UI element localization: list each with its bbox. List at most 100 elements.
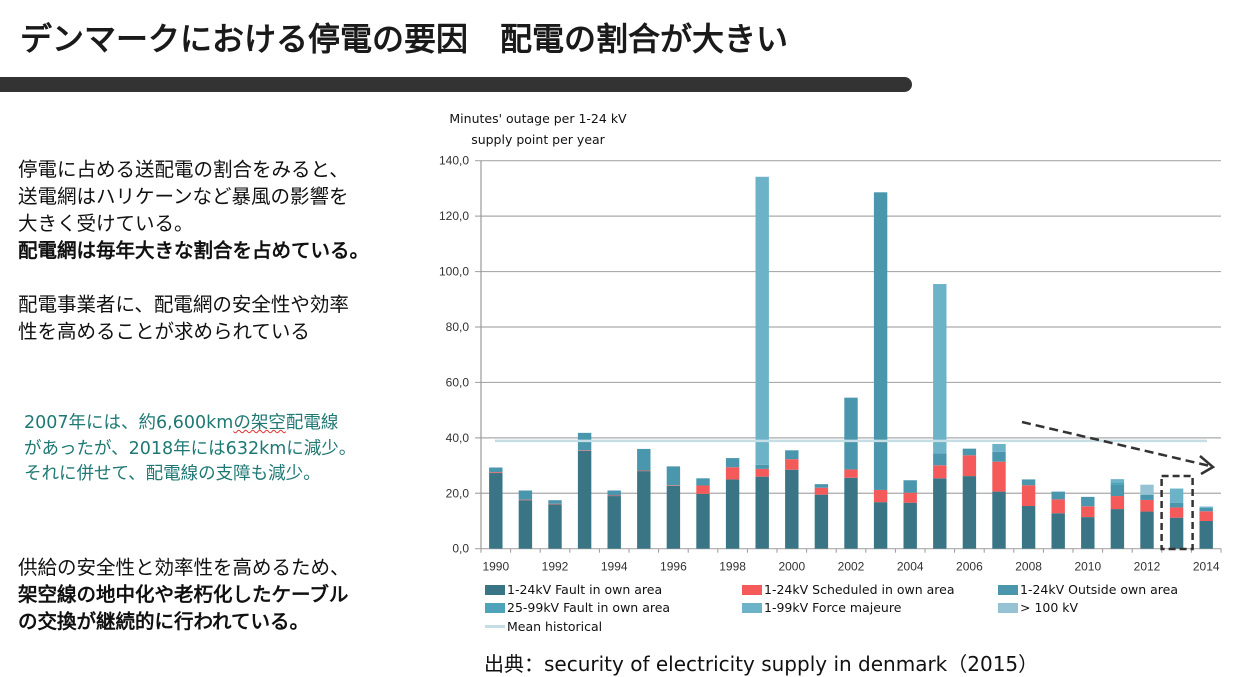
legend-swatch (485, 602, 505, 613)
text-line: 供給の安全性と効率性を高めるため、 (18, 556, 350, 579)
text-line: 送電網はハリケーンなど暴風の影響を (18, 185, 349, 208)
bar-segment (1051, 499, 1065, 514)
bar-segment (637, 448, 651, 471)
bar-segment (637, 470, 651, 472)
y-tick-label: 20,0 (446, 486, 470, 500)
legend-label: 1-24kV Scheduled in own area (764, 582, 955, 597)
bar-segment (755, 468, 769, 477)
bar-segment (666, 485, 681, 486)
bar-segment (637, 471, 651, 549)
legend-swatch (998, 584, 1018, 595)
bar-segment (844, 469, 858, 478)
y-tick-label: 60,0 (446, 375, 470, 389)
legend-line-swatch (485, 625, 505, 628)
bar-segment (962, 448, 977, 456)
legend-swatch (998, 602, 1018, 613)
bar-segment (1021, 506, 1036, 549)
bar-segment (666, 485, 681, 549)
text-line: それに併せて、配電線の支障も減少。 (24, 464, 321, 484)
bar-segment (666, 466, 681, 486)
text-line: 配電事業者に、配電網の安全性や効率 (18, 293, 349, 316)
outage-chart: 0,0 20,0 40,0 60,0 80,0 100,0 120,0 140,0 1990 19… (439, 154, 1222, 574)
x-tick-label: 1996 (660, 560, 687, 574)
bar-segment (725, 458, 740, 468)
text-line: 2007年には、約6,600kmの架空配電線 (24, 411, 356, 437)
legend-label: 25-99kV Fault in own area (507, 600, 671, 615)
bar-segment (518, 500, 533, 549)
bar-segment (1169, 502, 1184, 508)
x-tick-label: 2006 (956, 560, 983, 574)
bar-segment (696, 485, 710, 494)
bar-segment (844, 477, 858, 549)
bar-segment (1199, 511, 1213, 521)
bar-segment (1199, 506, 1213, 508)
bar-segment (903, 492, 917, 503)
paragraph-3: 供給の安全性と効率性を高めるため、 架空線の地中化や老朽化したケーブル の交換が… (18, 554, 350, 635)
bar-segment (992, 461, 1006, 492)
bar-segment (933, 284, 947, 454)
legend-label: > 100 kV (1020, 600, 1079, 615)
legend-label: 1-99kV Force majeure (764, 600, 902, 615)
note-part-spellcheck: の架空 (233, 413, 286, 433)
x-tick-label: 2012 (1134, 560, 1161, 574)
legend-swatch (742, 602, 762, 613)
page-title: デンマークにおける停電の要因 配電の割合が大きい (20, 20, 789, 58)
bar-segment (577, 450, 592, 549)
bar-segment (1140, 494, 1154, 500)
source-citation: 出典：security of electricity supply in den… (484, 652, 1039, 676)
bar-segment (1081, 496, 1095, 507)
bar-segment (903, 502, 917, 549)
bar-segment (755, 176, 769, 465)
bar-segment (1140, 499, 1154, 512)
legend-label: 1-24kV Outside own area (1020, 582, 1179, 597)
x-tick-label: 2008 (1015, 560, 1042, 574)
note-part: 2007年には、約6,600km (24, 413, 234, 433)
trend-arrow (1021, 420, 1211, 468)
trend-arrowhead-icon (1199, 455, 1216, 476)
x-tick-label: 1998 (719, 560, 746, 574)
bar-segment (1110, 496, 1125, 510)
bar-segment (489, 467, 503, 473)
bar-segment (489, 473, 503, 549)
bar-segment (873, 502, 888, 549)
bar-segment (607, 496, 621, 549)
x-tick-label: 1992 (542, 560, 569, 574)
text-line: 性を高めることが求められている (18, 320, 310, 343)
bar-segment (903, 480, 917, 493)
bar-segment (1199, 520, 1213, 549)
bar-segment (814, 494, 829, 549)
text-line-bold: 架空線の地中化や老朽化したケーブル (18, 583, 349, 606)
x-tick-label: 2004 (897, 560, 924, 574)
bar-segment (725, 479, 740, 549)
x-tick-label: 2014 (1193, 560, 1220, 574)
y-tick-label: 100,0 (439, 265, 469, 279)
bar-segment (548, 504, 562, 549)
text-line: 停電に占める送配電の割合をみると、 (18, 158, 349, 181)
bar-segment (607, 490, 621, 496)
legend-label: 1-24kV Fault in own area (507, 582, 663, 597)
note-part: 配電線 (285, 413, 339, 433)
bar-segment (1081, 506, 1095, 518)
bar-segment (696, 493, 710, 549)
bar-segment (933, 478, 947, 549)
legend-item: 25-99kV Fault in own area (485, 600, 670, 615)
bar-segment (1199, 507, 1213, 512)
bar-segment (1110, 509, 1125, 549)
bar-segment (548, 500, 562, 504)
bar-segment (844, 397, 858, 470)
bar-segment (814, 484, 829, 488)
bar-segment (518, 499, 533, 501)
legend-item: 1-24kV Outside own area (998, 582, 1178, 597)
x-tick-label: 2002 (838, 560, 865, 574)
bar-segment (1021, 479, 1036, 486)
text-line-bold: の交換が継続的に行われている。 (18, 610, 309, 633)
bar-segment (814, 487, 829, 495)
bar-segment (1110, 484, 1125, 497)
bar-segment (1140, 511, 1154, 549)
bar-segment (725, 467, 740, 480)
y-tick-label: 40,0 (446, 431, 470, 445)
bar-segment (992, 443, 1006, 452)
bar-segment (992, 491, 1006, 549)
bar-segment (755, 464, 769, 469)
paragraph-1: 停電に占める送配電の割合をみると、 送電網はハリケーンなど暴風の影響を 大きく受… (18, 156, 369, 264)
